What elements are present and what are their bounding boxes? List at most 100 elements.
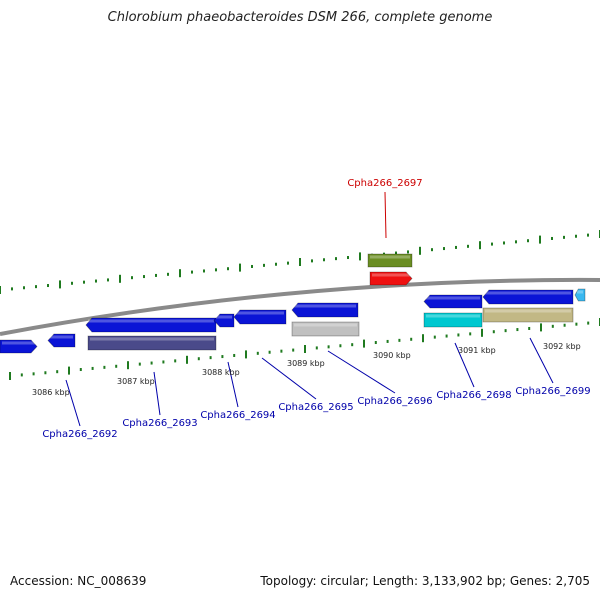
lower-minor-tick [197,357,200,361]
upper-minor-tick [167,272,169,276]
gene-2699-shine [485,291,571,295]
label-leaders [65,191,554,427]
upper-minor-tick [323,258,325,262]
cds-2693 [87,335,217,351]
upper-major-tick [419,246,421,255]
gene-label: Cpha266_2693 [122,418,197,429]
gene-2696 [291,302,359,318]
map-title: Chlorobium phaeobacteroides DSM 266, com… [107,10,493,25]
cds-2693-shine [90,337,214,341]
lower-minor-tick [115,364,118,368]
upper-major-tick [359,252,361,261]
upper-minor-tick [155,273,157,277]
upper-minor-tick [107,278,109,282]
lower-major-tick [422,334,424,343]
scale-label: 3089 kbp [287,359,325,368]
upper-minor-tick [587,233,589,237]
lower-major-tick [127,361,129,370]
upper-minor-tick [431,248,433,252]
upper-minor-tick [47,284,49,288]
lower-major-tick [540,323,542,332]
upper-minor-tick [23,286,25,290]
gene-2695 [233,309,287,325]
lower-minor-tick [56,370,59,374]
lower-minor-tick [162,360,165,364]
lower-major-tick [363,339,365,348]
upper-minor-tick [335,257,337,261]
upper-minor-tick [455,245,457,249]
gene-2699 [482,289,574,305]
lower-minor-tick [575,322,578,326]
lower-minor-tick [457,333,460,337]
upper-minor-tick [191,270,193,274]
lower-major-tick [9,372,11,380]
upper-major-tick [59,280,61,289]
gene-label: Cpha266_2696 [357,396,432,407]
lower-minor-tick [292,348,295,352]
lower-minor-tick [551,324,554,328]
tick-track-lower [9,318,600,380]
upper-minor-tick [395,251,397,255]
leader-line [227,361,239,408]
gene-2692-shine [50,335,73,339]
scale-label: 3086 kbp [32,388,70,397]
lower-minor-tick [20,373,23,377]
leader-line [153,371,161,416]
feature-2696-grey [291,321,360,337]
lower-minor-tick [563,323,566,327]
upper-minor-tick [203,269,205,273]
leader-line [454,342,475,388]
upper-minor-tick [347,256,349,260]
lower-minor-tick [587,321,590,325]
upper-major-tick [0,286,1,294]
upper-major-tick [119,274,121,283]
upper-major-tick [179,269,181,278]
gene-label: Cpha266_2694 [200,410,275,421]
upper-minor-tick [287,261,289,265]
lower-major-tick [304,345,306,353]
lower-major-tick [186,355,188,364]
scale-labels: 3086 kbp 3087 kbp 3088 kbp 3089 kbp 3090 kbp… [32,342,581,397]
gene-2698 [423,294,483,309]
gene-label-highlighted: Cpha266_2697 [347,178,422,189]
lower-minor-tick [174,359,177,363]
upper-minor-tick [95,279,97,283]
gene-next-edge [574,288,586,302]
upper-minor-tick [83,280,85,284]
upper-minor-tick [551,236,553,240]
backbone [0,277,600,336]
feature-2699-khaki [482,307,574,323]
gene-lower-left-edge-shine [2,341,35,345]
gene-label: Cpha266_2692 [42,429,117,440]
upper-minor-tick [527,239,529,243]
upper-minor-tick [275,262,277,266]
lower-major-tick [245,350,247,359]
lower-minor-tick [44,371,47,375]
gene-2696-shine [294,304,356,308]
gene-2693 [85,317,217,333]
lower-minor-tick [327,345,330,349]
leader-line [261,357,317,400]
lower-minor-tick [79,368,82,372]
lower-minor-tick [91,366,94,370]
leader-line [529,337,554,384]
upper-minor-tick [407,250,409,254]
lower-minor-tick [504,329,507,333]
lower-minor-tick [150,361,153,365]
lower-minor-tick [374,341,377,345]
scale-label: 3087 kbp [117,377,155,386]
scale-label: 3090 kbp [373,351,411,360]
lower-minor-tick [469,332,472,336]
lower-major-tick [481,328,483,337]
upper-minor-tick [467,244,469,248]
upper-major-tick [299,258,301,266]
upper-minor-tick [575,234,577,238]
feature-2698-cyan-shine [426,314,480,318]
upper-minor-tick [251,264,253,268]
upper-minor-tick [503,241,505,245]
gene-lower-left-edge [0,339,38,354]
gene-2697-olive-shine [370,255,410,259]
gene-2694-shine [216,315,232,319]
lower-minor-tick [492,330,495,334]
